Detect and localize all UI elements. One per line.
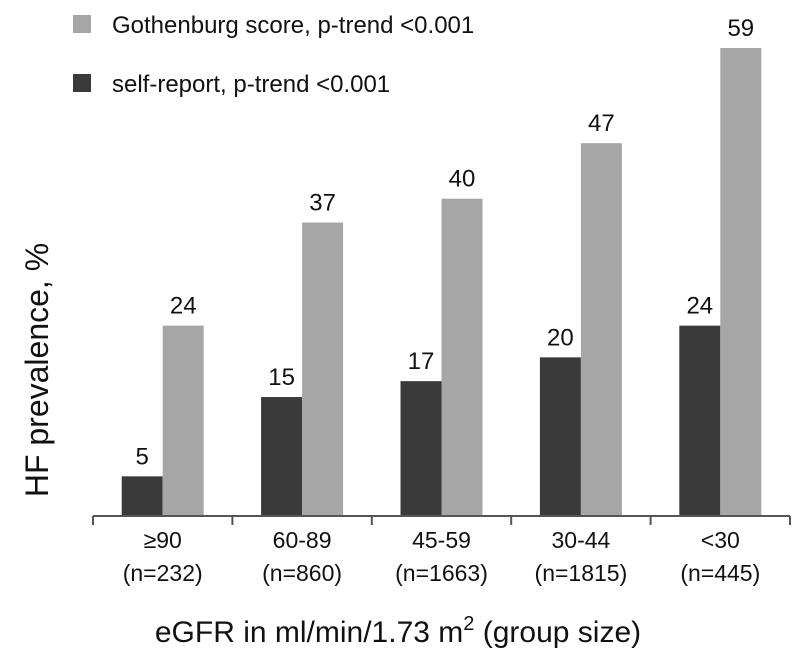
category-label-2: 45-59 xyxy=(412,527,471,553)
data-label-gothenburg-3: 47 xyxy=(588,110,615,137)
category-sublabel-2: (n=1663) xyxy=(395,560,488,586)
legend-label-self-report: self-report, p-trend <0.001 xyxy=(112,71,390,98)
category-sublabel-0: (n=232) xyxy=(123,560,203,586)
data-label-self-report-2: 17 xyxy=(408,348,435,375)
category-sublabel-4: (n=445) xyxy=(680,560,760,586)
data-label-self-report-3: 20 xyxy=(547,324,574,351)
x-axis-label-superscript: 2 xyxy=(463,613,474,635)
category-label-4: <30 xyxy=(701,527,740,553)
bar-self-report-1 xyxy=(261,397,303,516)
bars xyxy=(121,48,762,517)
category-sublabel-1: (n=860) xyxy=(262,560,342,586)
legend-swatch-self-report xyxy=(73,74,91,92)
data-label-gothenburg-1: 37 xyxy=(309,190,336,217)
category-labels: ≥90 (n=232) 60-89 (n=860) 45-59 (n=1663) 30-44… xyxy=(123,527,761,586)
bar-gothenburg-3 xyxy=(580,143,622,516)
data-label-self-report-0: 5 xyxy=(136,443,149,470)
category-label-0: ≥90 xyxy=(144,527,182,553)
data-label-self-report-4: 24 xyxy=(686,293,713,320)
bar-gothenburg-2 xyxy=(441,198,483,517)
x-axis-label-main: eGFR in ml/min/1.73 m xyxy=(155,616,463,649)
category-sublabel-3: (n=1815) xyxy=(535,560,628,586)
data-label-gothenburg-0: 24 xyxy=(170,293,197,320)
legend-swatch-gothenburg xyxy=(73,15,91,33)
category-label-1: 60-89 xyxy=(273,527,332,553)
y-axis-label: HF prevalence, % xyxy=(19,243,55,497)
bar-self-report-2 xyxy=(400,381,442,516)
x-axis-label-suffix: (group size) xyxy=(474,616,641,649)
value-labels: 5 24 15 37 17 40 20 47 24 59 xyxy=(136,15,755,470)
x-axis-ticks xyxy=(92,516,791,525)
category-label-3: 30-44 xyxy=(551,527,610,553)
legend: Gothenburg score, p-trend <0.001 self-rep… xyxy=(73,12,474,98)
bar-self-report-3 xyxy=(539,357,581,516)
data-label-self-report-1: 15 xyxy=(268,364,295,391)
bar-gothenburg-0 xyxy=(162,325,204,516)
data-label-gothenburg-4: 59 xyxy=(727,15,754,42)
bar-self-report-0 xyxy=(121,476,163,516)
bar-self-report-4 xyxy=(679,325,721,516)
bar-gothenburg-1 xyxy=(302,222,344,516)
x-axis-label: eGFR in ml/min/1.73 m2 (group size) xyxy=(155,613,641,649)
bar-gothenburg-4 xyxy=(720,48,762,516)
legend-label-gothenburg: Gothenburg score, p-trend <0.001 xyxy=(112,12,474,39)
data-label-gothenburg-2: 40 xyxy=(449,166,476,193)
